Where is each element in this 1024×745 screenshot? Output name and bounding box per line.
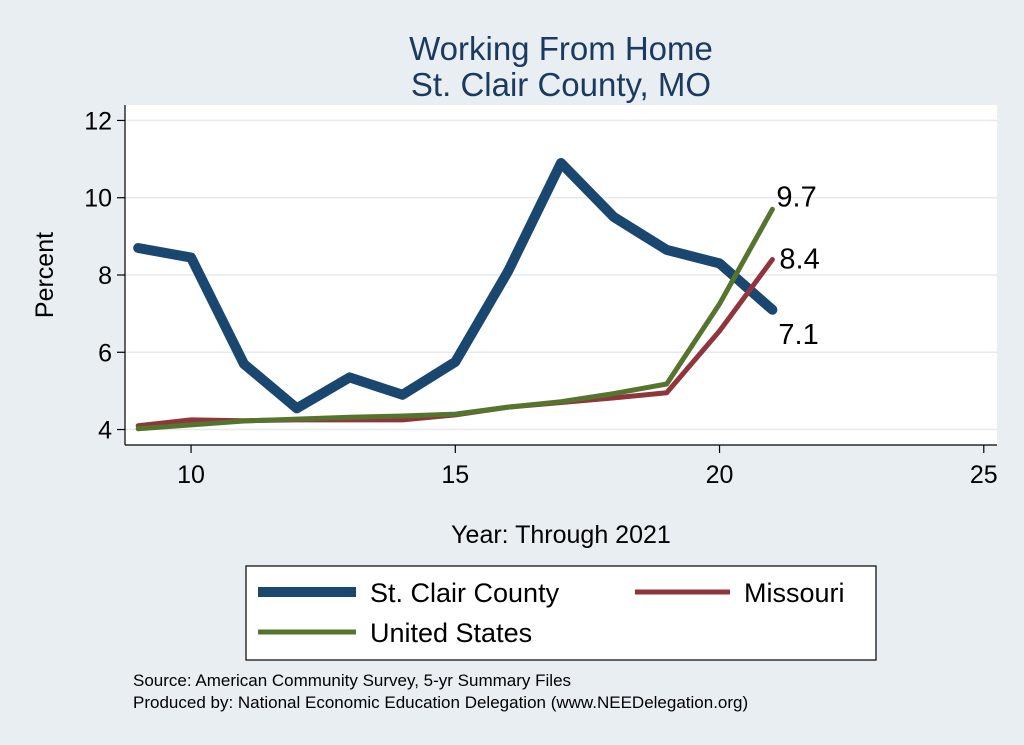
end-labels: 7.1 8.4 9.7 xyxy=(776,181,819,350)
legend-box xyxy=(245,565,877,661)
end-label-missouri: 8.4 xyxy=(779,244,819,276)
chart-title: Working From Home xyxy=(409,30,713,67)
end-label-st-clair: 7.1 xyxy=(778,319,818,351)
series-line-united-states xyxy=(135,206,775,432)
y-tick-label: 6 xyxy=(98,339,112,367)
legend-label-missouri: Missouri xyxy=(744,578,845,608)
axes: 4 6 8 10 12 10 15 20 25 xyxy=(84,105,998,489)
end-label-united-states: 9.7 xyxy=(776,181,816,213)
y-tick-label: 10 xyxy=(84,185,112,213)
series-line-st-clair xyxy=(133,158,778,414)
chart-subtitle: St. Clair County, MO xyxy=(411,66,711,103)
y-tick-label: 4 xyxy=(98,417,112,445)
x-tick-label: 15 xyxy=(441,461,469,489)
producer-note: Produced by: National Economic Education… xyxy=(133,693,748,712)
y-axis-title: Percent xyxy=(31,232,59,318)
y-tick-label: 8 xyxy=(98,262,112,290)
x-tick-label: 20 xyxy=(706,461,734,489)
source-note: Source: American Community Survey, 5-yr … xyxy=(133,671,571,690)
y-tick-label: 12 xyxy=(84,107,112,135)
series-lines xyxy=(133,158,778,432)
x-axis-title: Year: Through 2021 xyxy=(451,521,671,549)
legend-label-st-clair: St. Clair County xyxy=(370,578,560,608)
legend-label-united-states: United States xyxy=(370,618,532,648)
gridlines xyxy=(125,119,997,431)
x-tick-label: 10 xyxy=(177,461,205,489)
x-tick-label: 25 xyxy=(970,461,998,489)
legend: St. Clair County Missouri United States xyxy=(245,565,877,661)
